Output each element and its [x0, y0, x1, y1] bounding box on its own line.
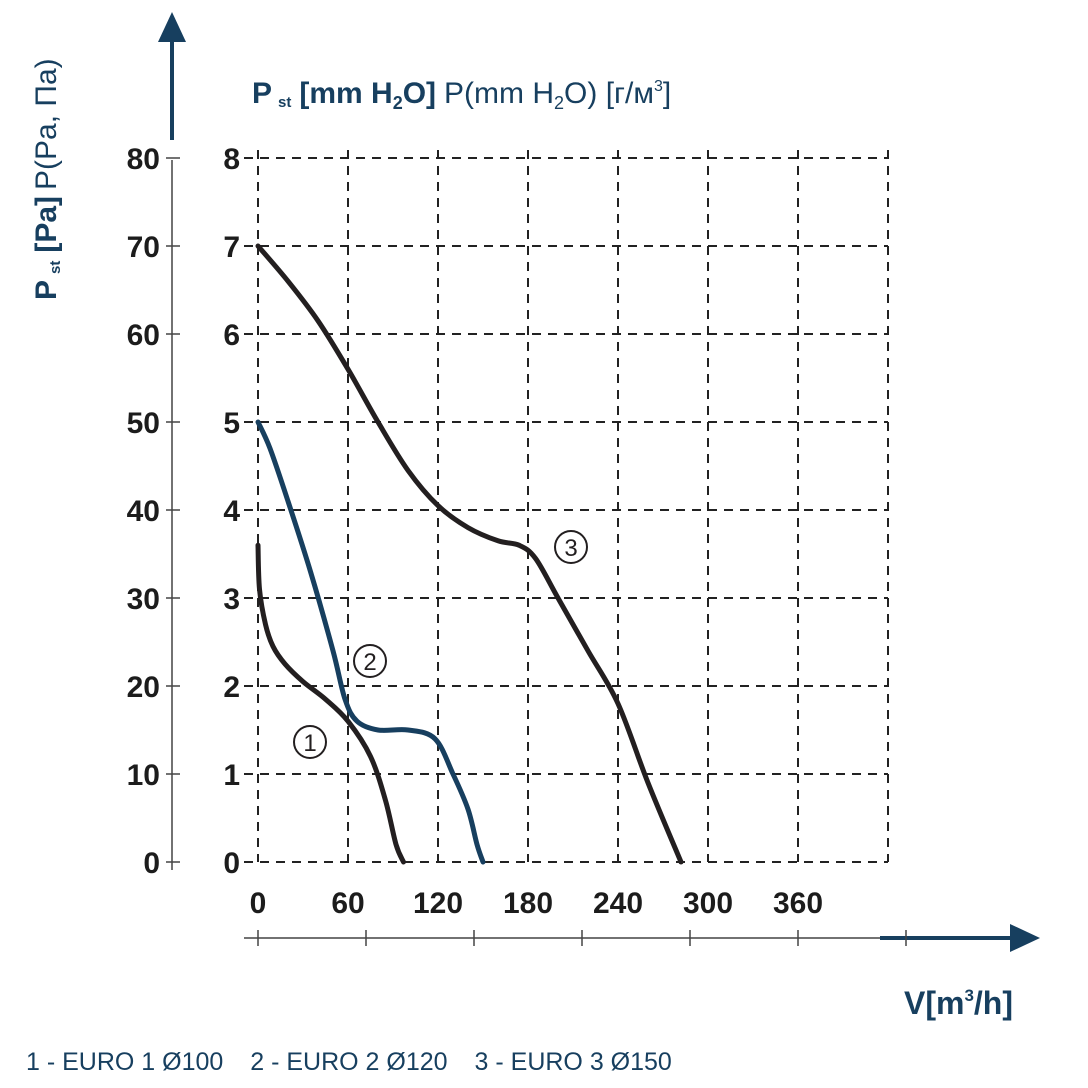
x-axis-arrowhead: [1010, 924, 1040, 952]
y-tick-label: 0: [143, 847, 160, 880]
y2-tick-label: 2: [223, 671, 240, 704]
y2-tick-label: 1: [223, 759, 240, 792]
y-tick-label: 60: [127, 319, 160, 352]
x-tick-label: 60: [331, 887, 364, 920]
legend: 1 - EURO 1 Ø100 2 - EURO 2 Ø120 3 - EURO…: [26, 1048, 692, 1077]
grid: [244, 150, 889, 863]
y-axis-tick-labels: 0 10 20 30 40 50 60 70 80: [127, 143, 160, 880]
series-line-1: [255, 542, 406, 865]
curve-label-2: 2: [353, 644, 387, 678]
y-axis-ticks: [166, 157, 180, 863]
svg-text:2: 2: [363, 649, 376, 676]
svg-text:1: 1: [303, 730, 316, 757]
y2-tick-label: 6: [223, 319, 240, 352]
y2-tick-label: 7: [223, 231, 240, 264]
y2-tick-label: 5: [223, 407, 240, 440]
x-axis-ticks: [257, 930, 907, 946]
series-line-3: [255, 243, 684, 865]
y-tick-label: 20: [127, 671, 160, 704]
y-tick-label: 80: [127, 143, 160, 176]
y2-tick-label: 4: [223, 495, 240, 528]
x-axis-tick-labels: 0 60 120 180 240 300 360: [250, 887, 823, 920]
y-tick-label: 70: [127, 231, 160, 264]
curve-label-1: 1: [293, 725, 327, 759]
y2-tick-label: 0: [223, 847, 240, 880]
y-axis-title: Pst[Pa]P(Pa, Па): [30, 58, 64, 300]
y2-axis-tick-labels: 0 1 2 3 4 5 6 7 8: [223, 143, 240, 880]
curve-label-3: 3: [554, 530, 588, 564]
y-tick-label: 40: [127, 495, 160, 528]
series-group: [255, 243, 684, 865]
y-tick-label: 10: [127, 759, 160, 792]
x-tick-label: 360: [773, 887, 823, 920]
series-line-2: [255, 419, 486, 865]
y2-tick-label: 3: [223, 583, 240, 616]
y2-tick-label: 8: [223, 143, 240, 176]
legend-item-3: 3 - EURO 3 Ø150: [474, 1048, 672, 1076]
x-tick-label: 300: [683, 887, 733, 920]
legend-item-2: 2 - EURO 2 Ø120: [250, 1048, 448, 1076]
y-tick-label: 30: [127, 583, 160, 616]
y-tick-label: 50: [127, 407, 160, 440]
x-tick-label: 240: [593, 887, 643, 920]
y-axis-arrowhead: [158, 12, 186, 42]
svg-text:3: 3: [564, 535, 577, 562]
x-tick-label: 180: [503, 887, 553, 920]
x-axis-title: V[m3/h]: [904, 985, 1013, 1021]
x-tick-label: 0: [250, 887, 267, 920]
legend-item-1: 1 - EURO 1 Ø100: [26, 1048, 224, 1076]
x-tick-label: 120: [413, 887, 463, 920]
